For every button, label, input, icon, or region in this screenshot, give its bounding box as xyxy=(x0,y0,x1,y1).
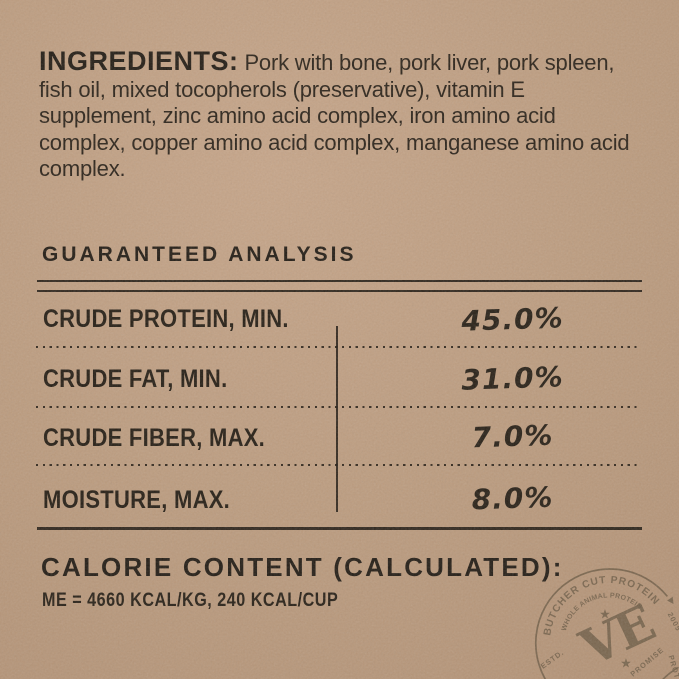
ga-row-value-moisture: 8.0% xyxy=(471,480,554,517)
double-rule xyxy=(37,280,642,292)
ga-row-label-crude-fiber: CRUDE FIBER, MAX. xyxy=(43,424,266,452)
stamp-estd-text: ESTD. xyxy=(539,648,566,671)
calorie-content-heading: CALORIE CONTENT (CALCULATED): xyxy=(41,552,564,582)
ga-row-value-crude-fiber: 7.0% xyxy=(471,418,554,455)
ga-row-value-crude-fat: 31.0% xyxy=(460,360,565,397)
ingredients-heading: INGREDIENTS: xyxy=(39,46,239,76)
ga-row-value-crude-protein: 45.0% xyxy=(460,301,565,338)
ingredients-section: INGREDIENTS: Pork with bone, pork liver,… xyxy=(39,48,635,183)
table-column-divider xyxy=(336,326,338,512)
solid-rule xyxy=(37,527,642,530)
stamp-year-text: 2005 xyxy=(666,611,679,633)
ga-row-label-crude-protein: CRUDE PROTEIN, MIN. xyxy=(43,305,289,333)
brand-stamp-badge: BUTCHER CUT PROTEIN WHOLE ANIMAL PROTEIN… xyxy=(529,549,679,679)
stamp-graphic: BUTCHER CUT PROTEIN WHOLE ANIMAL PROTEIN… xyxy=(534,568,679,679)
ga-row-label-crude-fat: CRUDE FAT, MIN. xyxy=(43,365,228,393)
guaranteed-analysis-heading: GUARANTEED ANALYSIS xyxy=(42,243,357,266)
stamp-arrow-icon xyxy=(667,596,674,604)
ga-row-label-moisture: MOISTURE, MAX. xyxy=(43,486,231,514)
metabolizable-energy-line: ME = 4660 KCAL/KG, 240 KCAL/CUP xyxy=(42,590,339,611)
